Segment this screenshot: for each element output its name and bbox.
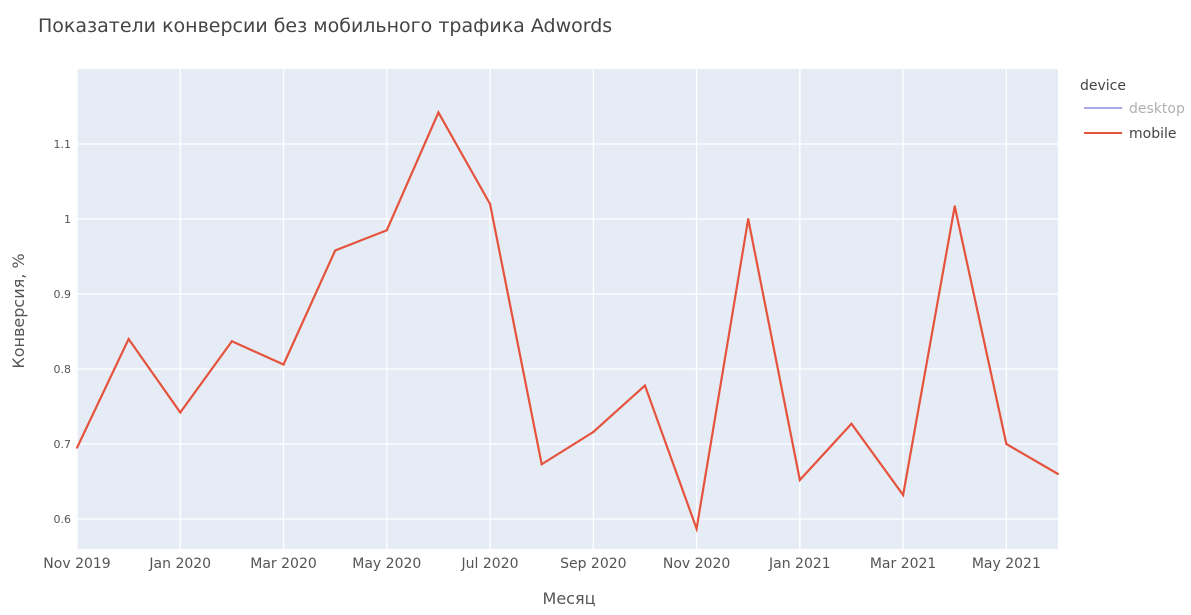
x-tick-label: Jul 2020 xyxy=(461,556,519,572)
data-point[interactable] xyxy=(850,422,853,425)
data-point[interactable] xyxy=(1005,443,1008,445)
data-point[interactable] xyxy=(695,527,698,530)
y-axis-ticks: 0.6 0.7 0.8 0.9 1 1.1 xyxy=(54,138,72,526)
x-tick-label: Nov 2019 xyxy=(43,556,110,572)
data-point[interactable] xyxy=(385,229,388,232)
x-axis-title: Месяц xyxy=(543,589,596,608)
y-tick-label: 1 xyxy=(64,213,71,226)
x-tick-label: Nov 2020 xyxy=(663,556,730,572)
data-point[interactable] xyxy=(489,203,492,205)
data-point[interactable] xyxy=(953,205,956,208)
y-tick-label: 0.6 xyxy=(54,513,72,526)
x-tick-label: Sep 2020 xyxy=(560,556,626,572)
data-point[interactable] xyxy=(76,446,78,449)
data-point[interactable] xyxy=(798,479,801,481)
y-tick-label: 0.9 xyxy=(54,288,72,301)
data-point[interactable] xyxy=(282,363,285,366)
series-layer xyxy=(76,110,1059,534)
legend-title: device xyxy=(1080,78,1126,94)
data-point[interactable] xyxy=(643,384,646,387)
x-axis-ticks: Nov 2019 Jan 2020 Mar 2020 May 2020 Jul 2020… xyxy=(43,556,1041,572)
data-point[interactable] xyxy=(127,338,130,340)
x-tick-label: Mar 2021 xyxy=(870,556,937,572)
legend-item-mobile[interactable]: mobile xyxy=(1084,126,1176,142)
legend-label-mobile: mobile xyxy=(1129,126,1176,142)
data-point[interactable] xyxy=(1057,473,1059,475)
x-tick-label: Mar 2020 xyxy=(250,556,317,572)
gridlines xyxy=(76,69,1058,549)
y-tick-label: 1.1 xyxy=(54,138,72,151)
x-tick-label: Jan 2021 xyxy=(768,556,831,572)
data-point[interactable] xyxy=(334,249,337,252)
y-tick-label: 0.7 xyxy=(54,438,72,451)
y-axis-title: Конверсия, % xyxy=(9,253,28,368)
plot-area xyxy=(77,69,1058,549)
chart-title: Показатели конверсии без мобильного траф… xyxy=(38,15,612,37)
series-line-mobile[interactable] xyxy=(76,110,1059,534)
legend-label-desktop: desktop xyxy=(1129,101,1185,117)
legend-item-desktop[interactable]: desktop xyxy=(1084,101,1185,117)
data-point[interactable] xyxy=(230,340,233,343)
data-point[interactable] xyxy=(592,431,595,433)
data-point[interactable] xyxy=(540,463,543,466)
data-point[interactable] xyxy=(902,494,905,496)
data-point[interactable] xyxy=(747,218,750,220)
y-tick-label: 0.8 xyxy=(54,363,72,376)
data-point[interactable] xyxy=(179,411,182,414)
data-point[interactable] xyxy=(437,111,440,114)
x-tick-label: Jan 2020 xyxy=(148,556,211,572)
x-tick-label: May 2020 xyxy=(352,556,421,572)
legend: device desktop mobile xyxy=(1080,78,1185,142)
x-tick-label: May 2021 xyxy=(972,556,1041,572)
